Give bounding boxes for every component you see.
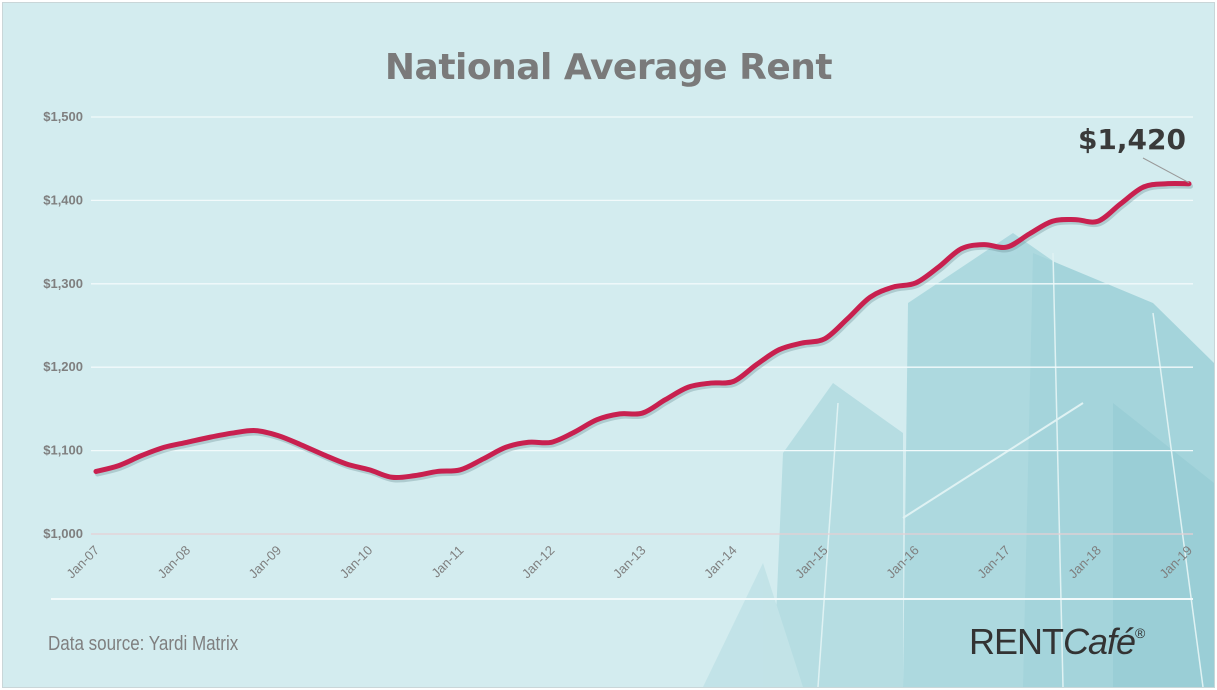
rentcafe-logo: RENTCafé® [969, 621, 1145, 662]
x-tick-label: Jan-15 [792, 543, 831, 582]
y-tick-label: $1,300 [43, 276, 83, 291]
x-tick-label: Jan-12 [519, 543, 558, 582]
x-tick-label: Jan-19 [1156, 543, 1195, 582]
x-tick-label: Jan-08 [154, 543, 193, 582]
annotation-label: $1,420 [1078, 123, 1186, 156]
x-tick-label: Jan-13 [610, 543, 649, 582]
series-line-shadow [95, 183, 1193, 483]
building-background [703, 233, 1214, 687]
series-line [93, 180, 1192, 481]
data-source-note: Data source: Yardi Matrix [48, 633, 239, 655]
x-tick-label: Jan-16 [883, 543, 922, 582]
y-tick-label: $1,500 [43, 109, 83, 124]
y-tick-label: $1,200 [43, 359, 83, 374]
plot-area: $1,000 $1,100 $1,200 $1,300 $1,400 $1,500 Jan-… [43, 109, 1195, 600]
x-tick-label: Jan-11 [428, 543, 466, 581]
x-tick-label: Jan-18 [1065, 543, 1104, 582]
x-tick-label: Jan-17 [974, 543, 1013, 582]
x-tick-label: Jan-10 [337, 543, 376, 582]
y-tick-label: $1,100 [43, 443, 83, 458]
x-tick-label: Jan-07 [63, 543, 102, 582]
x-tick-label: Jan-09 [246, 543, 285, 582]
annotation-leader [1142, 157, 1190, 184]
chart-title: National Average Rent [384, 47, 833, 88]
y-tick-label: $1,000 [43, 526, 83, 541]
x-tick-label: Jan-14 [701, 543, 740, 582]
y-tick-label: $1,400 [43, 192, 83, 207]
